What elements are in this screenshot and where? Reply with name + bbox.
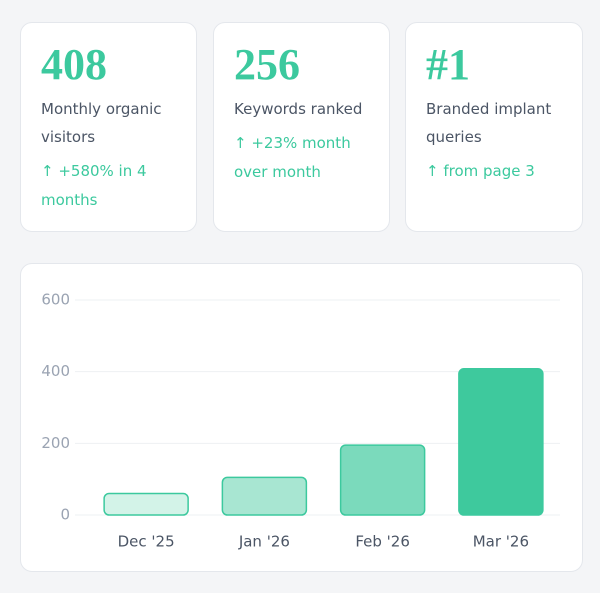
stat-card: 408 Monthly organic visitors ↑ +580% in … [20,22,197,232]
stat-value: 256 [234,40,300,89]
stat-label: Branded implant queries [426,100,552,146]
stat-change: ↑ +580% in 4 months [41,162,147,209]
bar [339,444,426,516]
bar [458,368,544,516]
bar [221,476,308,516]
stat-card: #1 Branded implant queries ↑ from page 3 [405,22,583,232]
x-tick-label: Mar '26 [473,533,529,551]
stat-value: 408 [41,40,107,89]
x-tick-label: Feb '26 [355,533,410,551]
stat-change: ↑ +23% month over month [234,134,351,181]
x-tick-label: Dec '25 [118,533,175,551]
x-tick-label: Jan '26 [238,533,290,551]
stat-value: #1 [426,40,470,89]
y-tick-label: 0 [60,506,70,524]
stat-label: Keywords ranked [234,100,363,118]
bar [103,492,189,516]
y-tick-label: 600 [41,291,70,309]
y-tick-label: 400 [41,362,70,380]
stat-change: ↑ from page 3 [426,162,535,180]
stat-label: Monthly organic visitors [41,100,162,146]
stat-card: 256 Keywords ranked ↑ +23% month over mo… [213,22,390,232]
y-tick-label: 200 [41,434,70,452]
